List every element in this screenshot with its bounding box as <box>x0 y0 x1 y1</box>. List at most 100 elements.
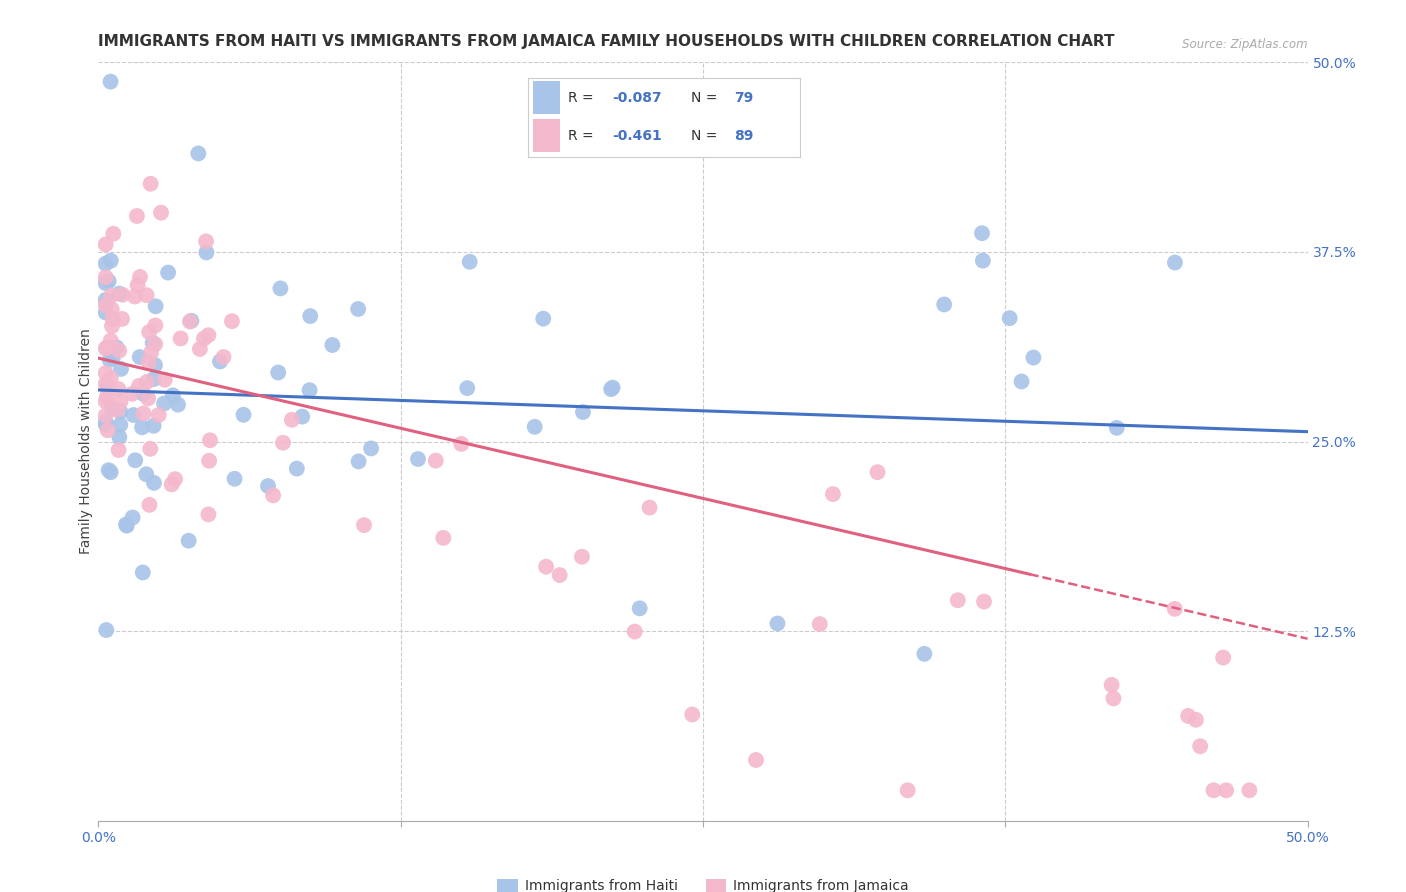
Point <box>138 325 160 339</box>
Point <box>257 479 280 493</box>
Point <box>208 354 231 368</box>
Point <box>548 568 571 582</box>
Point <box>136 392 159 406</box>
Point <box>602 381 624 395</box>
Point <box>269 281 291 295</box>
Point <box>111 312 134 326</box>
Point <box>96 389 118 403</box>
Point <box>271 435 294 450</box>
Point <box>912 647 935 661</box>
Point <box>571 549 593 564</box>
Point <box>291 409 314 424</box>
Point <box>94 293 117 307</box>
Point <box>347 301 370 316</box>
Point <box>97 423 120 437</box>
Text: Source: ZipAtlas.com: Source: ZipAtlas.com <box>1182 38 1308 51</box>
Point <box>97 274 120 288</box>
Point <box>347 454 370 468</box>
Point <box>267 366 290 380</box>
Point <box>132 566 155 580</box>
Point <box>108 343 131 358</box>
Point <box>142 418 165 433</box>
Point <box>321 338 343 352</box>
Point <box>143 318 166 333</box>
Point <box>94 394 117 409</box>
Point <box>96 341 118 355</box>
Point <box>124 453 146 467</box>
Point <box>180 314 202 328</box>
Point <box>970 226 993 240</box>
Point <box>197 328 219 343</box>
Point <box>934 297 956 311</box>
Point <box>281 413 304 427</box>
Point <box>127 278 149 293</box>
Point <box>143 337 166 351</box>
Point <box>124 289 146 303</box>
Point <box>94 409 117 423</box>
Point <box>103 227 125 241</box>
Point <box>101 319 124 334</box>
Point <box>221 314 243 328</box>
Point <box>212 350 235 364</box>
Point <box>1164 255 1187 269</box>
Point <box>1189 739 1212 754</box>
Y-axis label: Family Households with Children: Family Households with Children <box>79 328 93 555</box>
Point <box>128 379 150 393</box>
Point <box>262 488 284 502</box>
Point <box>198 434 221 448</box>
Point <box>96 380 118 394</box>
Point <box>111 287 134 301</box>
Point <box>1022 351 1045 365</box>
Point <box>107 442 129 457</box>
Point <box>100 288 122 302</box>
Point <box>808 617 831 632</box>
Point <box>197 508 219 522</box>
Point <box>105 340 128 354</box>
Point <box>131 420 153 434</box>
Point <box>1164 602 1187 616</box>
Point <box>169 331 191 345</box>
Point <box>1202 783 1225 797</box>
Point <box>110 405 132 419</box>
Point <box>198 454 221 468</box>
Point <box>531 311 554 326</box>
Point <box>94 237 117 252</box>
Point <box>523 419 546 434</box>
Point <box>96 623 118 637</box>
Point <box>100 334 122 348</box>
Point <box>1011 375 1033 389</box>
Point <box>628 601 651 615</box>
Point <box>100 371 122 385</box>
Point <box>572 405 595 419</box>
Point <box>139 177 162 191</box>
Point <box>1105 421 1128 435</box>
Point <box>94 298 117 312</box>
Point <box>998 311 1021 326</box>
Point <box>153 396 176 410</box>
Point <box>110 394 132 409</box>
Point <box>600 382 623 396</box>
Point <box>425 453 447 467</box>
Point <box>456 381 478 395</box>
Point <box>298 383 321 397</box>
Point <box>115 518 138 533</box>
Point <box>232 408 254 422</box>
Point <box>135 288 157 302</box>
Point <box>101 302 124 317</box>
Point <box>110 417 132 432</box>
Point <box>94 366 117 380</box>
Point <box>121 510 143 524</box>
Point <box>138 355 160 369</box>
Point <box>132 387 155 401</box>
Point <box>766 616 789 631</box>
Point <box>188 342 211 356</box>
Point <box>139 345 162 359</box>
Point <box>101 401 124 415</box>
Point <box>1239 783 1261 797</box>
Point <box>143 475 166 490</box>
Point <box>179 314 201 328</box>
Point <box>94 270 117 285</box>
Point <box>115 517 138 532</box>
Point <box>98 352 121 367</box>
Point <box>142 372 165 386</box>
